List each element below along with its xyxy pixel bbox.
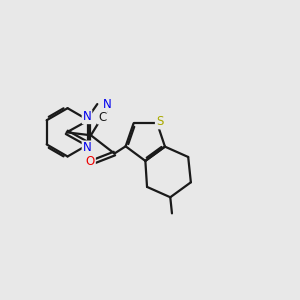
Text: O: O [86, 155, 95, 168]
Text: S: S [156, 116, 163, 128]
Text: C: C [98, 110, 106, 124]
Text: N: N [82, 141, 91, 154]
Text: N: N [103, 98, 111, 111]
Text: N: N [82, 110, 91, 123]
